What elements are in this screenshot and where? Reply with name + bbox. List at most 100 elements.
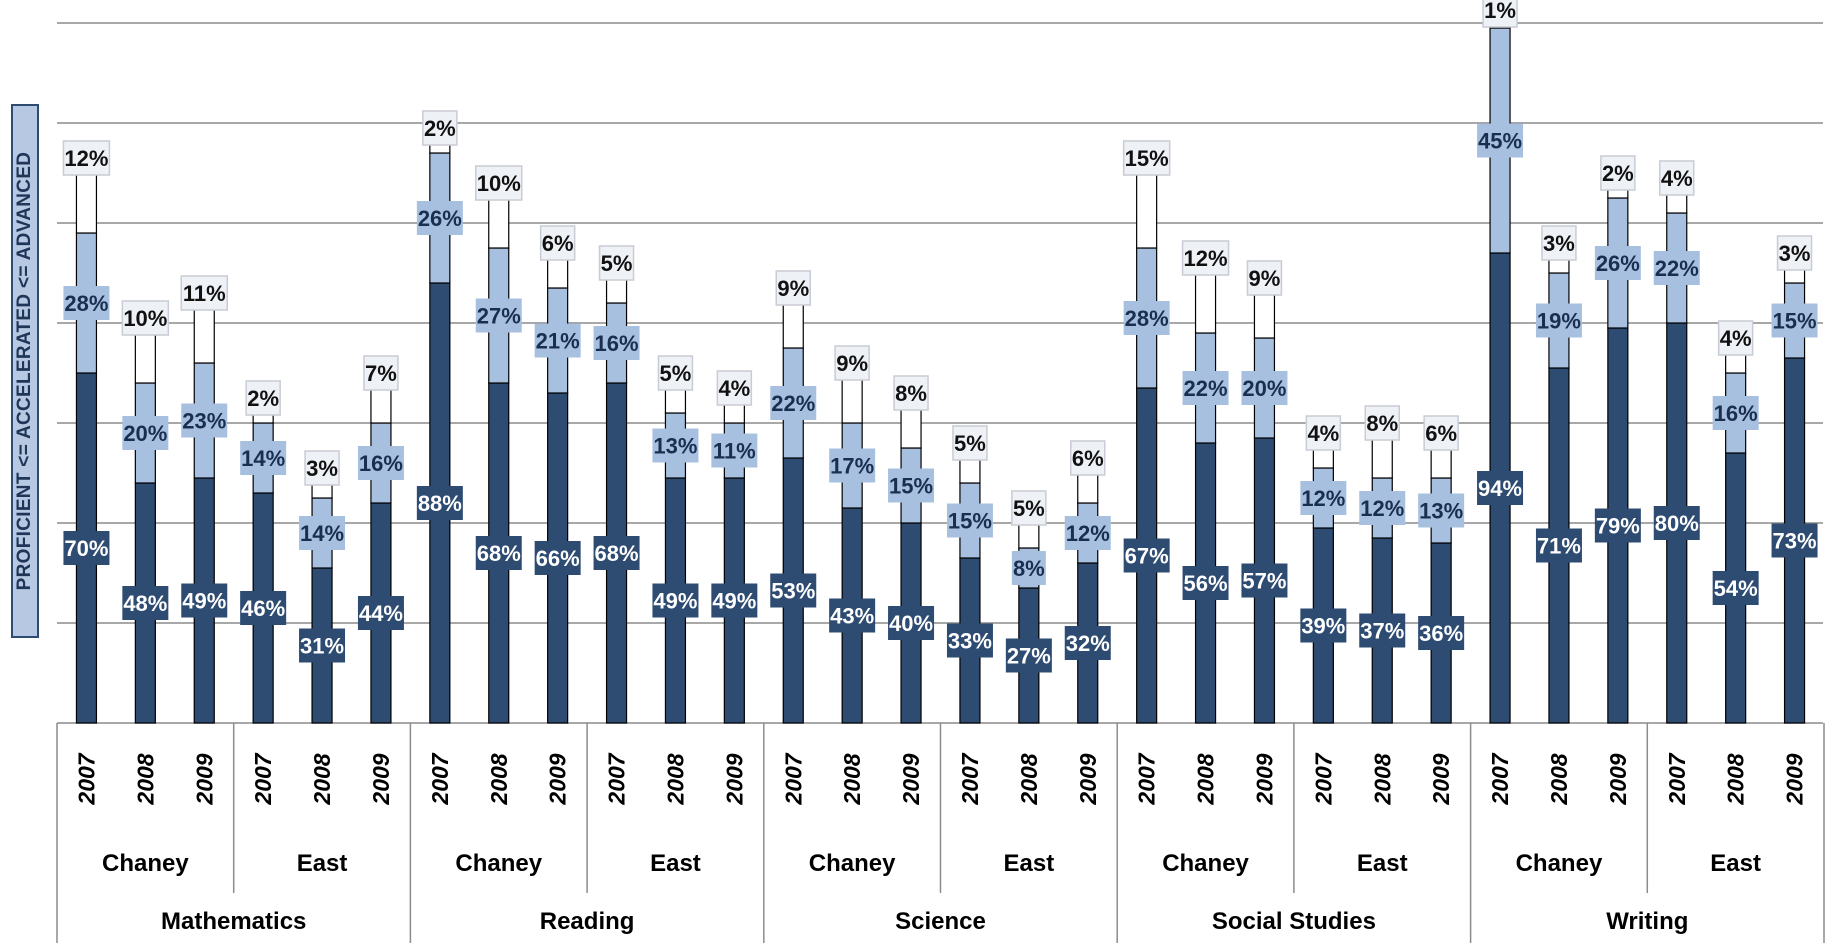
label-accelerated-bg [888,468,935,503]
x-tick-year: 2007 [1664,752,1690,805]
label-proficient: 36% [1419,621,1463,646]
label-proficient-bg [1594,508,1641,543]
label-accelerated: 12% [1301,486,1345,511]
label-advanced-bg [834,345,870,381]
label-accelerated-bg [1064,516,1111,550]
label-accelerated-bg [1300,481,1347,515]
x-tick-year: 2008 [662,753,688,805]
label-advanced-bg [1482,0,1518,28]
x-tick-year: 2009 [191,753,217,805]
x-tick-year: 2008 [309,753,335,805]
label-proficient-bg [1418,616,1465,650]
label-accelerated: 45% [1478,129,1522,154]
label-proficient: 49% [182,589,226,614]
label-proficient-bg [711,583,758,618]
label-advanced: 5% [954,431,986,456]
bar-advanced [547,257,569,289]
label-advanced: 5% [1013,496,1045,521]
x-tick-year: 2008 [1723,753,1749,805]
label-advanced: 2% [1602,161,1634,186]
bar-advanced [1077,472,1099,504]
label-proficient-bg [1653,506,1700,540]
label-advanced-bg [1600,155,1636,191]
bar-advanced [723,402,745,424]
label-accelerated-bg [1241,371,1288,405]
label-accelerated-bg [1712,396,1759,430]
x-tick-school: Chaney [809,850,896,877]
label-accelerated: 23% [182,409,226,434]
label-proficient-bg [475,536,522,570]
label-advanced-bg [1181,240,1230,276]
label-accelerated: 22% [771,391,815,416]
label-proficient-bg [1241,563,1288,598]
label-proficient: 79% [1596,514,1640,539]
label-advanced-bg [121,300,170,336]
label-proficient-bg [1005,638,1052,673]
x-tick-year: 2007 [73,752,99,805]
label-accelerated-bg [593,326,640,360]
bar-advanced [1136,172,1158,249]
label-proficient: 53% [771,579,815,604]
bar-advanced [1194,272,1217,334]
label-proficient-bg [829,598,876,633]
label-advanced-bg [657,355,694,391]
label-accelerated-bg [770,386,817,420]
bar-advanced [1253,292,1276,339]
x-tick-year: 2008 [132,753,158,805]
x-tick-school: Chaney [1516,850,1603,877]
label-proficient-bg [770,573,817,608]
label-proficient-bg [1712,571,1759,605]
label-advanced-bg [1423,415,1459,451]
label-proficient-bg [240,591,287,625]
label-accelerated-bg [711,433,758,468]
label-advanced-bg [1541,225,1577,261]
label-accelerated: 15% [948,509,992,534]
label-proficient-bg [1123,538,1170,573]
x-tick-year: 2007 [1487,752,1513,805]
label-advanced-bg [304,450,340,486]
x-tick-subject: Mathematics [161,908,306,935]
label-accelerated: 16% [595,331,639,356]
label-advanced: 15% [1125,146,1169,171]
label-accelerated-bg [122,416,169,450]
x-tick-year: 2009 [545,753,571,805]
label-advanced: 9% [777,276,809,301]
x-tick-year: 2008 [1369,753,1395,805]
label-proficient: 27% [1007,644,1051,669]
label-accelerated: 15% [1773,309,1817,334]
bar-advanced [134,332,156,384]
label-proficient: 44% [359,601,403,626]
label-proficient-bg [1300,608,1347,643]
label-advanced: 6% [542,231,574,256]
label-accelerated: 14% [241,446,285,471]
label-advanced: 9% [1249,266,1281,291]
label-accelerated: 20% [1242,376,1286,401]
bar-advanced [193,307,215,364]
label-proficient: 88% [418,491,462,516]
x-tick-year: 2009 [1428,753,1454,805]
x-tick-year: 2007 [780,752,806,805]
label-advanced: 6% [1425,421,1457,446]
x-tick-subject: Social Studies [1212,908,1376,935]
x-tick-year: 2009 [368,753,394,805]
label-proficient-bg [593,536,640,570]
bar-advanced [1430,447,1452,479]
x-tick-school: Chaney [1162,850,1249,877]
label-advanced: 10% [477,171,521,196]
label-accelerated-bg [416,201,463,235]
x-tick-subject: Reading [540,908,635,935]
label-advanced-bg [62,140,111,176]
x-tick-year: 2007 [250,752,276,805]
label-advanced: 7% [365,361,397,386]
label-proficient: 33% [948,629,992,654]
x-tick-school: East [650,850,701,877]
label-proficient: 46% [241,596,285,621]
label-accelerated: 22% [1655,256,1699,281]
x-tick-year: 2009 [1251,753,1277,805]
label-advanced: 3% [1543,231,1575,256]
label-proficient: 70% [64,536,108,561]
label-accelerated: 15% [889,474,933,499]
label-advanced-bg [1246,260,1283,296]
x-tick-school: Chaney [102,850,189,877]
bar-advanced [841,377,863,424]
